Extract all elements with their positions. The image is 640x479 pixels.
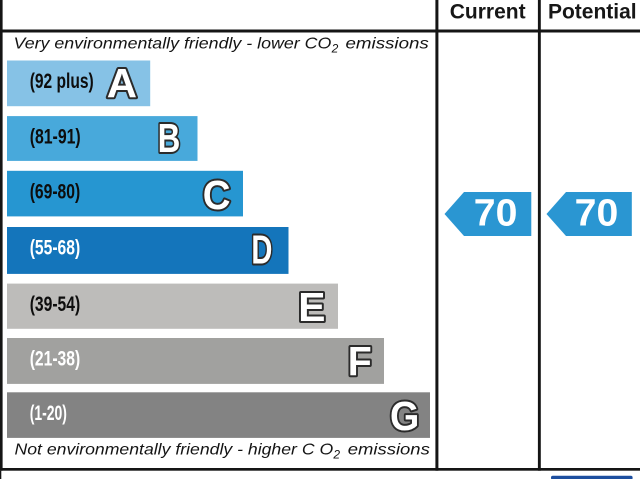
svg-text:C: C <box>203 172 231 218</box>
svg-text:(1-20): (1-20) <box>30 402 67 425</box>
svg-text:70: 70 <box>575 192 619 234</box>
svg-text:(21-38): (21-38) <box>30 348 80 371</box>
svg-text:F: F <box>348 338 372 384</box>
svg-text:D: D <box>251 227 272 273</box>
svg-text:(81-91): (81-91) <box>30 126 81 149</box>
svg-text:E: E <box>298 284 325 330</box>
svg-text:70: 70 <box>474 192 518 234</box>
svg-text:G: G <box>390 393 419 439</box>
svg-text:2: 2 <box>332 448 340 462</box>
svg-text:Potential: Potential <box>548 1 637 24</box>
svg-text:Current: Current <box>450 1 526 24</box>
svg-text:B: B <box>158 115 181 161</box>
svg-text:(69-80): (69-80) <box>30 180 80 203</box>
svg-text:Very environmentally friendly: Very environmentally friendly - lower CO <box>14 36 332 53</box>
svg-text:emissions: emissions <box>348 442 430 459</box>
svg-text:A: A <box>107 60 137 106</box>
svg-text:(55-68): (55-68) <box>30 237 80 260</box>
svg-text:2: 2 <box>331 42 339 56</box>
svg-text:(92 plus): (92 plus) <box>30 70 94 93</box>
svg-text:Not environmentally friendly -: Not environmentally friendly - higher C … <box>15 442 334 459</box>
svg-text:emissions: emissions <box>346 36 429 53</box>
svg-text:(39-54): (39-54) <box>30 293 80 316</box>
